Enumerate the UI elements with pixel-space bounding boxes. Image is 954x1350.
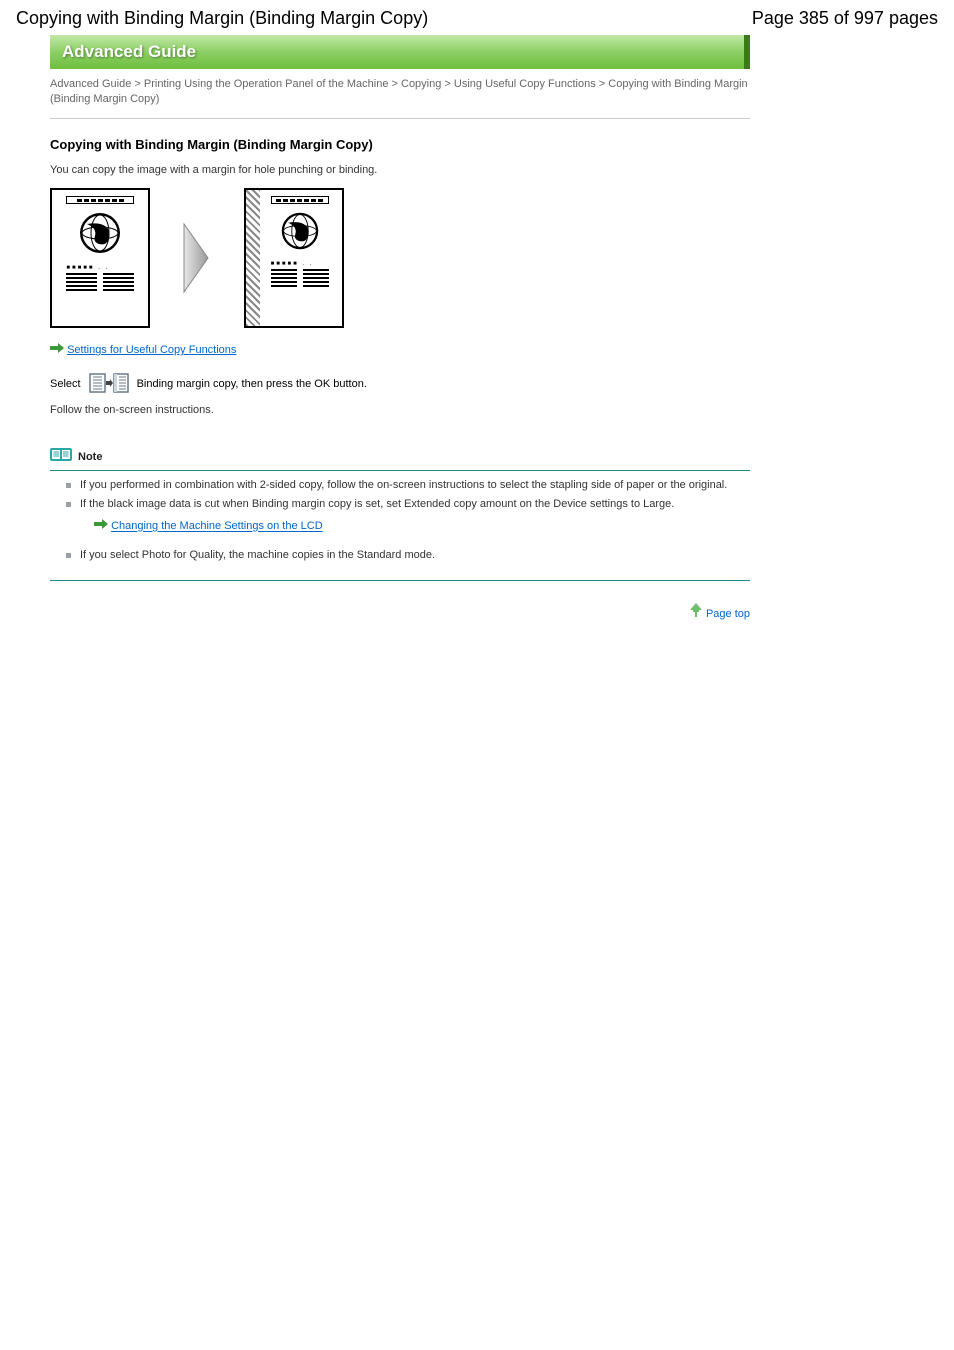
- binding-margin-icon: [89, 373, 129, 396]
- banner-label: Advanced Guide: [62, 42, 196, 62]
- note-label: Note: [78, 451, 102, 463]
- figure-row: ■■■■■ . .: [50, 188, 904, 328]
- step-instruction: Select Binding margin copy, then press t…: [50, 373, 904, 396]
- header-title-left: Copying with Binding Margin (Binding Mar…: [16, 8, 428, 29]
- changing-settings-link[interactable]: Changing the Machine Settings on the LCD: [111, 521, 323, 533]
- globe-icon: [77, 210, 123, 256]
- note-item: If you select Photo for Quality, the mac…: [66, 547, 750, 564]
- section-intro: You can copy the image with a margin for…: [50, 162, 750, 179]
- note-item: If the black image data is cut when Bind…: [66, 496, 750, 513]
- note-footer-rule: [50, 580, 750, 581]
- note-list: If you performed in combination with 2-s…: [50, 471, 750, 512]
- settings-link[interactable]: Settings for Useful Copy Functions: [67, 344, 236, 356]
- step-suffix: Binding margin copy, then press the OK b…: [137, 378, 367, 390]
- page-top-link[interactable]: Page top: [706, 608, 750, 620]
- up-arrow-icon: [690, 604, 706, 620]
- note-icon: [50, 446, 72, 467]
- arrow-right-small-icon: [50, 342, 64, 359]
- step-prefix: Select: [50, 378, 81, 390]
- figure-result-doc: ■■■■■ . .: [244, 188, 344, 328]
- header-title-right: Page 385 of 997 pages: [752, 8, 938, 29]
- arrow-right-small-icon: [94, 518, 108, 535]
- note-item: If you performed in combination with 2-s…: [66, 477, 750, 494]
- breadcrumb: Advanced Guide > Printing Using the Oper…: [50, 77, 750, 108]
- arrow-right-icon: [180, 218, 214, 298]
- settings-link-row: Settings for Useful Copy Functions: [50, 342, 750, 359]
- follow-instruction: Follow the on-screen instructions.: [50, 402, 750, 419]
- note-sublink-row: Changing the Machine Settings on the LCD: [50, 518, 750, 535]
- note-list-2: If you select Photo for Quality, the mac…: [50, 541, 750, 564]
- page-top-row: Page top: [50, 603, 750, 622]
- note-box: Note If you performed in combination wit…: [50, 446, 750, 580]
- figure-original-doc: ■■■■■ . .: [50, 188, 150, 328]
- section-heading: Copying with Binding Margin (Binding Mar…: [50, 137, 904, 152]
- globe-icon: [279, 210, 321, 252]
- advanced-guide-banner: Advanced Guide: [50, 35, 750, 69]
- divider: [50, 118, 750, 119]
